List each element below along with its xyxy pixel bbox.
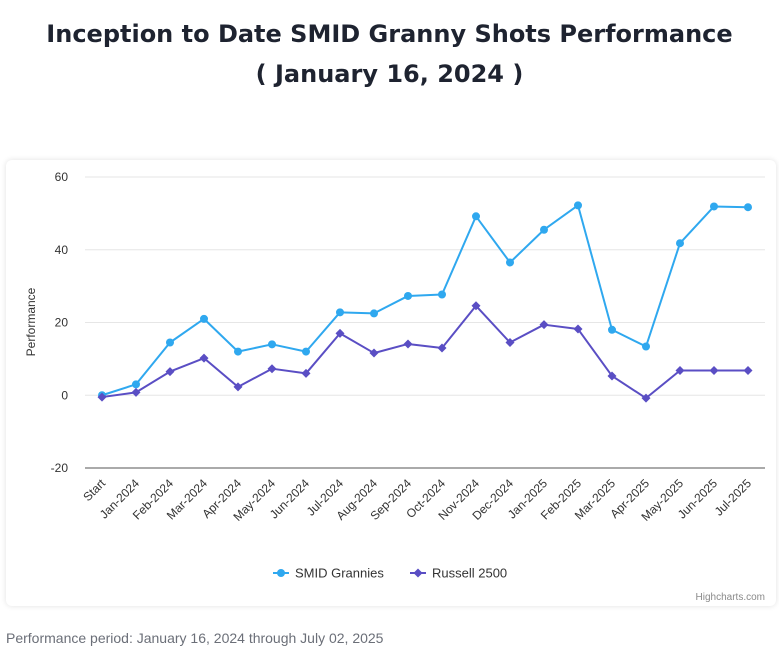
- data-point[interactable]: [131, 387, 141, 397]
- chart-subtitle-date: ( January 16, 2024 ): [255, 60, 524, 88]
- data-point[interactable]: [370, 309, 378, 318]
- series-line-russell-2500[interactable]: [101, 304, 748, 400]
- data-point[interactable]: [199, 353, 209, 363]
- y-axis-label: Performance: [24, 287, 38, 356]
- data-point[interactable]: [404, 291, 412, 300]
- data-point[interactable]: [369, 348, 379, 358]
- data-point[interactable]: [607, 371, 617, 381]
- data-point[interactable]: [302, 347, 310, 356]
- data-point[interactable]: [437, 343, 447, 353]
- data-point[interactable]: [709, 366, 719, 376]
- data-point[interactable]: [166, 338, 174, 347]
- data-point[interactable]: [472, 212, 480, 221]
- x-tick-label: Start: [80, 476, 108, 504]
- data-point[interactable]: [506, 258, 514, 267]
- y-tick-label: 60: [55, 170, 69, 184]
- credits-link[interactable]: Highcharts.com: [696, 592, 765, 603]
- data-point[interactable]: [471, 301, 481, 311]
- legend-item-smid-grannies[interactable]: SMID Grannies: [273, 566, 384, 581]
- data-point[interactable]: [743, 366, 753, 376]
- y-tick-label: -20: [51, 461, 69, 475]
- data-point[interactable]: [233, 382, 243, 392]
- data-point[interactable]: [335, 328, 345, 338]
- legend-marker: [277, 569, 285, 577]
- data-point[interactable]: [744, 203, 752, 212]
- data-point[interactable]: [438, 290, 446, 299]
- data-point[interactable]: [608, 325, 616, 334]
- data-point[interactable]: [403, 339, 413, 349]
- x-tick-label: Jul-2025: [712, 476, 755, 519]
- data-point[interactable]: [642, 342, 650, 351]
- data-point[interactable]: [301, 368, 311, 378]
- data-point[interactable]: [234, 347, 242, 356]
- performance-period-note: Performance period: January 16, 2024 thr…: [6, 630, 384, 646]
- data-point[interactable]: [676, 239, 684, 248]
- data-point[interactable]: [574, 201, 582, 210]
- data-point[interactable]: [505, 338, 515, 348]
- data-point[interactable]: [268, 340, 276, 349]
- y-tick-label: 20: [55, 316, 69, 330]
- data-point[interactable]: [336, 308, 344, 317]
- series-line-smid-grannies[interactable]: [101, 204, 749, 397]
- y-tick-label: 40: [55, 243, 69, 257]
- legend-label: SMID Grannies: [295, 566, 384, 581]
- legend-item-russell-2500[interactable]: Russell 2500: [410, 566, 507, 581]
- data-point[interactable]: [641, 393, 651, 403]
- chart-title: Inception to Date SMID Granny Shots Perf…: [46, 20, 733, 48]
- legend-marker: [413, 568, 423, 578]
- data-point[interactable]: [573, 324, 583, 334]
- data-point[interactable]: [97, 392, 107, 402]
- data-point[interactable]: [165, 367, 175, 377]
- data-point[interactable]: [675, 366, 685, 376]
- data-point[interactable]: [540, 225, 548, 234]
- data-point[interactable]: [267, 364, 277, 374]
- data-point[interactable]: [200, 314, 208, 323]
- data-point[interactable]: [539, 320, 549, 330]
- y-tick-label: 0: [61, 388, 68, 402]
- data-point[interactable]: [132, 380, 140, 389]
- data-point[interactable]: [710, 202, 718, 211]
- legend-label: Russell 2500: [432, 566, 507, 581]
